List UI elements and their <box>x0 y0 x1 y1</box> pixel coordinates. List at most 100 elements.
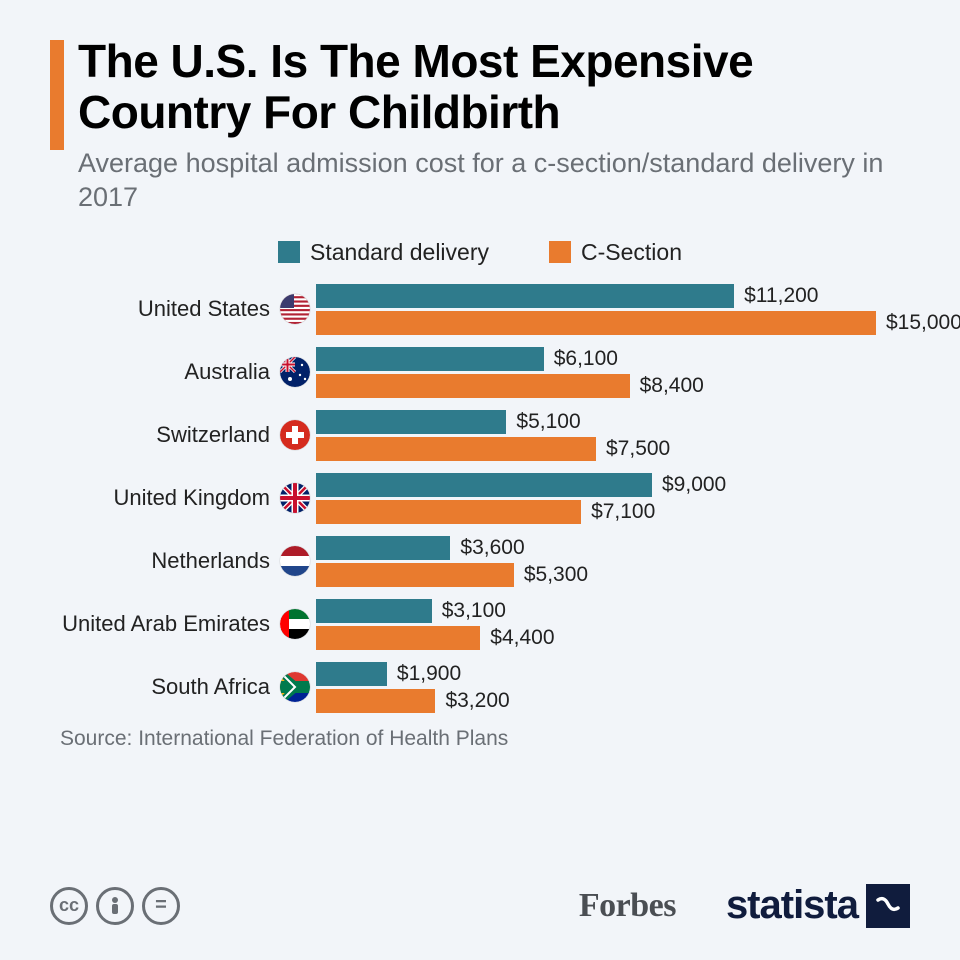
country-label: Netherlands <box>151 548 270 574</box>
country-label: Switzerland <box>156 422 270 448</box>
cc-icon: cc <box>50 887 88 925</box>
chart-row: Netherlands $3,600$5,300 <box>60 536 910 587</box>
flag-ch-icon <box>280 420 310 450</box>
bars-wrap: $1,900 $3,200 <box>310 662 910 713</box>
statista-mark-icon <box>866 884 910 928</box>
cc-nd-icon: = <box>142 887 180 925</box>
bar-standard: $3,600 <box>316 536 910 560</box>
chart-row: United Kingdom $9,000 $7,100 <box>60 473 910 524</box>
bars-wrap: $6,100 $8,400 <box>310 347 910 398</box>
bar-value-csection: $8,400 <box>640 374 704 398</box>
bars-wrap: $5,100 $7,500 <box>310 410 910 461</box>
legend-standard: Standard delivery <box>278 239 489 266</box>
chart-row: Switzerland $5,100 $7,500 <box>60 410 910 461</box>
subtitle: Average hospital admission cost for a c-… <box>78 147 910 215</box>
flag-au-icon <box>280 357 310 387</box>
country-label: United Kingdom <box>113 485 270 511</box>
bar-csection: $3,200 <box>316 689 910 713</box>
bar-standard: $1,900 <box>316 662 910 686</box>
country-label: South Africa <box>151 674 270 700</box>
bar-chart: United States$11,200$15,000Australia$6,1… <box>60 284 910 713</box>
bar-standard: $3,100 <box>316 599 910 623</box>
header: The U.S. Is The Most Expensive Country F… <box>50 36 910 215</box>
bar-fill-csection <box>316 563 514 587</box>
flag-za-icon <box>280 672 310 702</box>
row-label-wrap: United Kingdom <box>60 483 310 513</box>
statista-text: statista <box>726 883 858 928</box>
bar-fill-csection <box>316 689 435 713</box>
bar-value-standard: $11,200 <box>744 284 818 308</box>
legend-csection: C-Section <box>549 239 682 266</box>
bar-value-csection: $7,500 <box>606 437 670 461</box>
chart-legend: Standard delivery C-Section <box>50 239 910 266</box>
legend-label-standard: Standard delivery <box>310 239 489 266</box>
bar-fill-standard <box>316 473 652 497</box>
bar-fill-csection <box>316 626 480 650</box>
bar-value-standard: $1,900 <box>397 662 461 686</box>
bar-value-csection: $5,300 <box>524 563 588 587</box>
bar-fill-standard <box>316 599 432 623</box>
flag-us-icon <box>280 294 310 324</box>
flag-ae-icon <box>280 609 310 639</box>
chart-row: United States$11,200$15,000 <box>60 284 910 335</box>
legend-swatch-standard <box>278 241 300 263</box>
bar-fill-csection <box>316 374 630 398</box>
legend-label-csection: C-Section <box>581 239 682 266</box>
bar-csection: $4,400 <box>316 626 910 650</box>
bar-csection: $7,100 <box>316 500 910 524</box>
bar-csection: $5,300 <box>316 563 910 587</box>
chart-row: Australia $6,100 $8,400 <box>60 347 910 398</box>
bar-fill-standard <box>316 347 544 371</box>
flag-nl-icon <box>280 546 310 576</box>
bar-fill-standard <box>316 410 506 434</box>
bar-value-csection: $3,200 <box>445 689 509 713</box>
page-title: The U.S. Is The Most Expensive Country F… <box>78 36 910 137</box>
row-label-wrap: Australia <box>60 357 310 387</box>
bar-csection: $7,500 <box>316 437 910 461</box>
country-label: United States <box>138 296 270 322</box>
bar-value-standard: $9,000 <box>662 473 726 497</box>
country-label: United Arab Emirates <box>62 611 270 637</box>
bar-value-csection: $15,000 <box>886 311 960 335</box>
bar-value-standard: $6,100 <box>554 347 618 371</box>
bars-wrap: $3,600$5,300 <box>310 536 910 587</box>
bar-fill-csection <box>316 311 876 335</box>
legend-swatch-csection <box>549 241 571 263</box>
bars-wrap: $9,000 $7,100 <box>310 473 910 524</box>
accent-bar <box>50 40 64 150</box>
flag-gb-icon <box>280 483 310 513</box>
bar-value-standard: $3,600 <box>460 536 524 560</box>
statista-logo: statista <box>726 883 910 928</box>
row-label-wrap: South Africa <box>60 672 310 702</box>
bar-standard: $5,100 <box>316 410 910 434</box>
row-label-wrap: Netherlands <box>60 546 310 576</box>
source-text: Source: International Federation of Heal… <box>60 727 910 751</box>
bar-fill-standard <box>316 284 734 308</box>
bar-fill-standard <box>316 536 450 560</box>
cc-license-icons: cc = <box>50 887 180 925</box>
bar-csection: $8,400 <box>316 374 910 398</box>
bars-wrap: $11,200 $15,000 <box>310 284 960 335</box>
bar-standard: $9,000 <box>316 473 910 497</box>
brand-logos: Forbes statista <box>579 883 910 928</box>
country-label: Australia <box>184 359 270 385</box>
bar-fill-standard <box>316 662 387 686</box>
bars-wrap: $3,100 $4,400 <box>310 599 910 650</box>
row-label-wrap: Switzerland <box>60 420 310 450</box>
forbes-logo: Forbes <box>579 887 676 925</box>
bar-value-standard: $3,100 <box>442 599 506 623</box>
bar-value-standard: $5,100 <box>516 410 580 434</box>
bar-standard: $11,200 <box>316 284 960 308</box>
bar-standard: $6,100 <box>316 347 910 371</box>
bar-value-csection: $7,100 <box>591 500 655 524</box>
cc-by-icon <box>96 887 134 925</box>
footer: cc = Forbes statista <box>50 883 910 928</box>
bar-csection: $15,000 <box>316 311 960 335</box>
bar-value-csection: $4,400 <box>490 626 554 650</box>
row-label-wrap: United States <box>60 294 310 324</box>
row-label-wrap: United Arab Emirates <box>60 609 310 639</box>
chart-row: United Arab Emirates $3,100 $4,400 <box>60 599 910 650</box>
chart-row: South Africa $1,900 $3,200 <box>60 662 910 713</box>
bar-fill-csection <box>316 500 581 524</box>
bar-fill-csection <box>316 437 596 461</box>
